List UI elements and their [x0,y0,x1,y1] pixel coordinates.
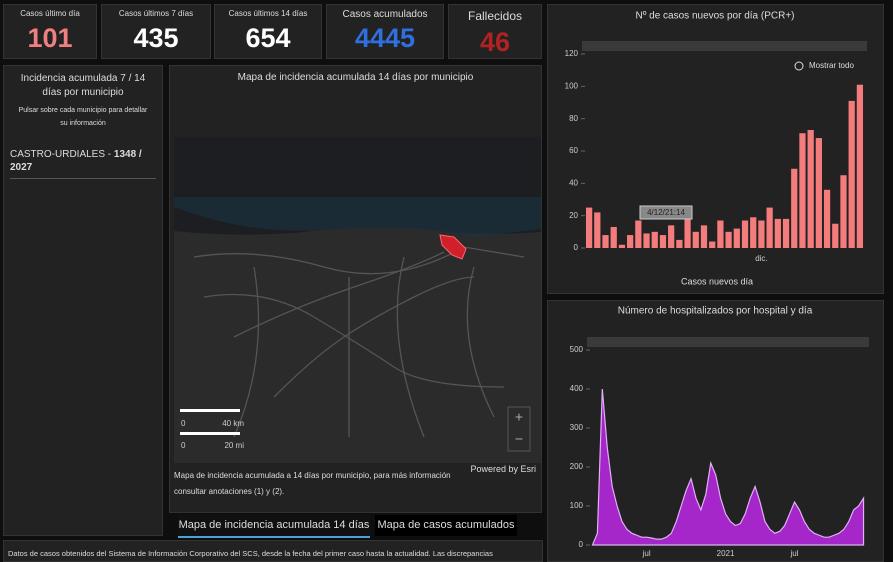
tab[interactable]: Mapa de incidencia acumulada 14 días [178,515,370,538]
scale-label: 0 [181,419,186,428]
chart-panel [547,4,884,294]
tab[interactable]: Mapa de casos acumulados [375,515,517,536]
kpi-card: Casos últimos 14 días 654 [214,4,322,59]
kpi-label: Casos últimos 7 días [118,9,194,18]
footer: Datos de casos obtenidos del Sistema de … [3,540,543,562]
municipality: CASTRO-URDIALES - [10,149,114,160]
scale-label: 20 mi [224,441,244,450]
scale-label: 0 [181,441,186,450]
incidence: 1348 / 2027 [10,149,142,173]
kpi-label: Fallecidos [467,9,523,23]
attribution: Powered by Esri [470,464,536,474]
kpi-card: Casos últimos 7 días 435 [101,4,211,59]
panel-title: Incidencia acumulada 7 / 14 días por mun… [20,73,146,98]
kpi-value: 101 [27,23,73,53]
kpi-value: 435 [133,23,179,53]
kpi-card: Fallecidos 46 [448,4,542,59]
kpi-label: Casos últimos 14 días [228,9,308,18]
kpi-card: Casos acumulados 4445 [326,4,444,59]
map[interactable]: + − 0 40 km 0 20 mi [174,137,541,463]
municipality-row[interactable]: CASTRO-URDIALES - 1348 / 2027 [10,148,156,179]
kpi-card: Casos último día 101 [3,4,97,59]
kpi-value: 4445 [354,23,416,53]
kpi-label: Casos acumulados [342,9,428,20]
scale-label: 40 km [222,419,244,428]
kpi-value: 46 [479,27,511,57]
svg-text:+: + [515,409,523,425]
map-description: Mapa de incidencia acumulada a 14 días p… [174,471,451,496]
svg-text:−: − [515,431,523,447]
chart-panel [547,300,884,562]
map-controls[interactable]: + − [459,137,531,452]
kpi-label: Casos último día [20,9,80,18]
panel-title: Mapa de incidencia acumulada 14 días por… [237,72,474,83]
left-panel: Incidencia acumulada 7 / 14 días por mun… [3,65,163,536]
kpi-value: 654 [245,23,291,53]
hint: Pulsar sobre cada municipio para detalla… [18,107,148,127]
